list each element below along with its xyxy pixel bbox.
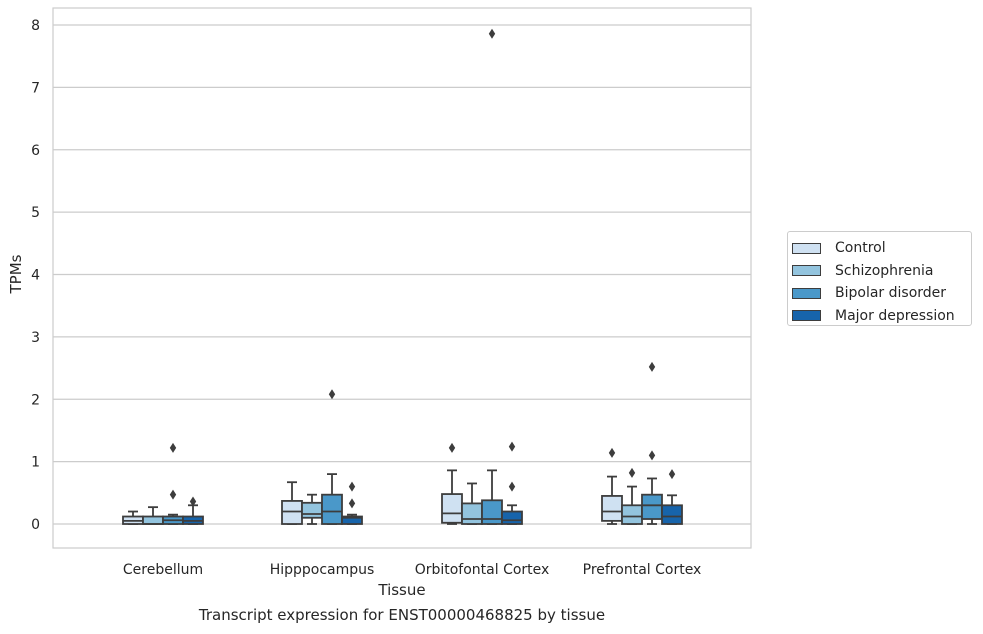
box-body	[142, 515, 164, 525]
box-body	[501, 510, 523, 525]
legend-item: Major depression	[792, 305, 971, 328]
box-body	[621, 504, 643, 525]
legend-label: Control	[835, 240, 886, 257]
y-tick-label: 7	[31, 80, 40, 96]
series-schizophrenia	[142, 467, 643, 525]
legend-swatch	[792, 287, 821, 299]
outlier-point	[448, 442, 456, 453]
plot-area	[52, 7, 752, 549]
box-body	[441, 493, 463, 524]
legend-swatch	[792, 242, 821, 254]
y-tick-label: 6	[31, 143, 40, 159]
legend-swatch	[792, 265, 821, 277]
box-body	[281, 500, 303, 525]
box-body	[641, 493, 663, 520]
legend-item: Schizophrenia	[792, 260, 971, 283]
box-body	[481, 499, 503, 525]
box	[661, 469, 683, 525]
y-axis-label: TPMs	[7, 254, 25, 294]
box-body	[301, 501, 323, 519]
box	[321, 389, 343, 525]
outlier-point	[328, 389, 336, 400]
y-tick-label: 3	[31, 330, 40, 346]
box-body	[601, 495, 623, 522]
x-tick-label: Cerebellum	[123, 562, 203, 578]
outlier-point	[628, 467, 636, 478]
box-series	[122, 28, 683, 525]
y-tick-label: 8	[31, 18, 40, 34]
outlier-point	[348, 498, 356, 509]
legend-label: Bipolar disorder	[835, 285, 947, 302]
box-body	[661, 504, 683, 525]
legend-item: Bipolar disorder	[792, 282, 971, 305]
x-tick-label: Orbitofontal Cortex	[415, 562, 550, 578]
chart-caption: Transcript expression for ENST0000046882…	[198, 606, 606, 624]
box-body	[341, 515, 363, 525]
box	[621, 467, 643, 525]
outlier-point	[508, 441, 516, 452]
outlier-point	[648, 361, 656, 372]
box-body	[321, 493, 343, 525]
outlier-point	[189, 496, 197, 507]
box	[641, 361, 663, 525]
x-tick-label: Prefrontal Cortex	[583, 562, 702, 578]
box	[501, 441, 523, 525]
outlier-point	[608, 447, 616, 458]
series-control	[122, 442, 623, 525]
x-axis-label: Tissue	[377, 581, 425, 599]
x-tick-labels: Cerebellum Hipppocampus Orbitofontal Corte…	[123, 562, 701, 578]
y-tick-label: 4	[31, 268, 40, 284]
box	[182, 496, 204, 525]
outlier-point	[668, 469, 676, 480]
legend: Control Schizophrenia Bipolar disorder Majo…	[787, 231, 972, 326]
box	[281, 481, 303, 525]
outlier-point	[169, 489, 177, 500]
series-bipolar-disorder	[162, 28, 663, 525]
legend-label: Schizophrenia	[835, 262, 934, 279]
outlier-point	[348, 481, 356, 492]
outlier-point	[648, 450, 656, 461]
legend-swatch	[792, 310, 821, 322]
y-tick-labels: 0 1 2 3 4 5 6 7 8	[31, 18, 40, 533]
y-tick-label: 0	[31, 517, 40, 533]
legend-item: Control	[792, 237, 971, 260]
y-tick-label: 2	[31, 392, 40, 408]
box	[341, 481, 363, 525]
outlier-point	[169, 442, 177, 453]
series-major-depression	[182, 441, 683, 525]
x-tick-label: Hipppocampus	[270, 562, 375, 578]
box	[441, 442, 463, 525]
box	[601, 447, 623, 525]
box-body	[461, 502, 483, 525]
y-tick-label: 5	[31, 205, 40, 221]
y-tick-label: 1	[31, 455, 40, 471]
legend-label: Major depression	[835, 307, 955, 324]
outlier-point	[488, 28, 496, 39]
outlier-point	[508, 481, 516, 492]
box	[142, 506, 164, 525]
